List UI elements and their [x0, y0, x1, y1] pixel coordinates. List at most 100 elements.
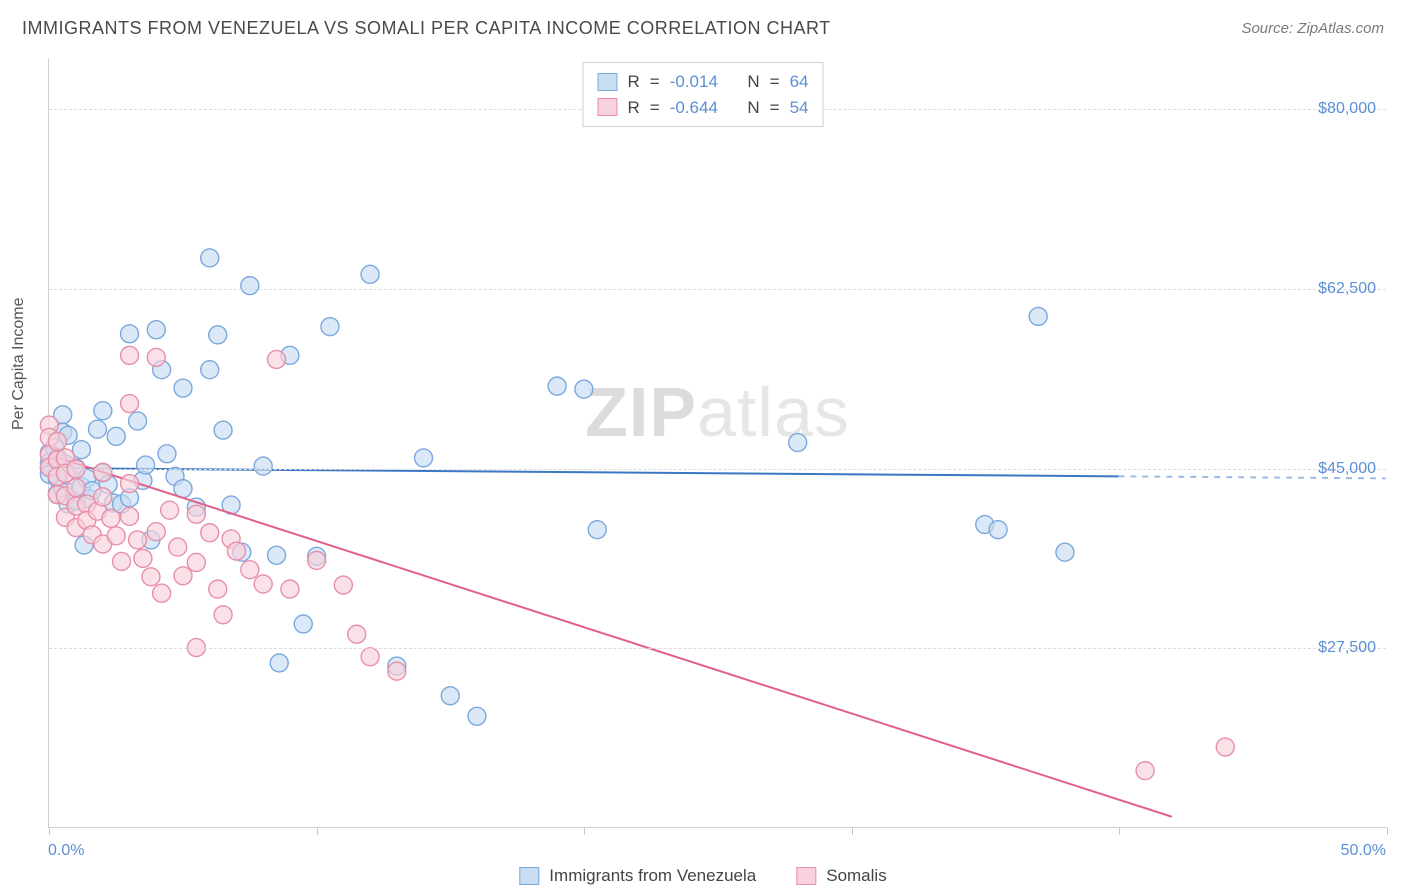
venezuela-legend-label: Immigrants from Venezuela	[549, 866, 756, 886]
venezuela-n-value: 64	[790, 69, 809, 95]
somalis-point	[209, 580, 227, 598]
somalis-legend-swatch	[796, 867, 816, 885]
venezuela-point	[158, 445, 176, 463]
gridline	[49, 289, 1386, 290]
venezuela-point	[294, 615, 312, 633]
somalis-point	[121, 346, 139, 364]
venezuela-point	[129, 412, 147, 430]
chart-source: Source: ZipAtlas.com	[1241, 20, 1384, 37]
venezuela-point	[415, 449, 433, 467]
somalis-point	[129, 531, 147, 549]
venezuela-point	[575, 380, 593, 398]
venezuela-point	[588, 521, 606, 539]
somalis-point	[121, 475, 139, 493]
somalis-legend-label: Somalis	[826, 866, 886, 886]
somalis-point	[147, 348, 165, 366]
somalis-point	[268, 350, 286, 368]
x-axis-start-label: 0.0%	[48, 842, 84, 860]
somalis-point	[48, 432, 66, 450]
venezuela-legend-swatch	[519, 867, 539, 885]
x-tick	[584, 827, 585, 835]
somalis-point	[348, 625, 366, 643]
x-axis-end-label: 50.0%	[1341, 842, 1386, 860]
somalis-point	[67, 479, 85, 497]
somalis-r-value: -0.644	[670, 95, 718, 121]
somalis-point	[308, 551, 326, 569]
y-tick-label: $27,500	[1318, 639, 1376, 657]
somalis-point	[153, 584, 171, 602]
gridline	[49, 469, 1386, 470]
venezuela-point	[270, 654, 288, 672]
venezuela-point	[209, 326, 227, 344]
eq: =	[650, 95, 660, 121]
r-label: R	[627, 69, 639, 95]
chart-title: IMMIGRANTS FROM VENEZUELA VS SOMALI PER …	[22, 18, 831, 39]
venezuela-point	[1029, 307, 1047, 325]
eq: =	[650, 69, 660, 95]
somalis-point	[241, 561, 259, 579]
somalis-point	[147, 523, 165, 541]
venezuela-point	[201, 361, 219, 379]
bottom-legend: Immigrants from Venezuela Somalis	[519, 866, 886, 886]
x-tick	[49, 827, 50, 835]
somalis-n-value: 54	[790, 95, 809, 121]
somalis-point	[227, 542, 245, 560]
y-tick-label: $45,000	[1318, 460, 1376, 478]
somalis-point	[187, 553, 205, 571]
stats-row-somalis: R=-0.644 N=54	[597, 95, 808, 121]
venezuela-point	[174, 379, 192, 397]
somalis-point	[1136, 762, 1154, 780]
somalis-swatch	[597, 98, 617, 116]
y-tick-label: $80,000	[1318, 100, 1376, 118]
plot-svg	[49, 58, 1386, 827]
somalis-trendline	[49, 455, 1171, 817]
somalis-point	[174, 567, 192, 585]
venezuela-point	[107, 427, 125, 445]
venezuela-point	[121, 325, 139, 343]
somalis-point	[169, 538, 187, 556]
venezuela-point	[254, 457, 272, 475]
somalis-point	[161, 501, 179, 519]
venezuela-point	[789, 434, 807, 452]
somalis-point	[134, 549, 152, 567]
venezuela-point	[321, 318, 339, 336]
x-tick	[852, 827, 853, 835]
stats-row-venezuela: R = -0.014 N = 64	[597, 69, 808, 95]
venezuela-point	[989, 521, 1007, 539]
venezuela-point	[72, 441, 90, 459]
x-tick	[317, 827, 318, 835]
somalis-point	[121, 507, 139, 525]
eq: =	[770, 95, 780, 121]
y-axis-label: Per Capita Income	[10, 297, 28, 430]
somalis-point	[187, 505, 205, 523]
venezuela-point	[361, 265, 379, 283]
somalis-point	[214, 606, 232, 624]
chart-header: IMMIGRANTS FROM VENEZUELA VS SOMALI PER …	[0, 0, 1406, 51]
venezuela-point	[88, 420, 106, 438]
somalis-point	[361, 648, 379, 666]
venezuela-point	[147, 321, 165, 339]
chart-plot-area: ZIPatlas $27,500$45,000$62,500$80,000	[48, 58, 1386, 828]
venezuela-point	[441, 687, 459, 705]
n-label: N	[747, 69, 759, 95]
somalis-point	[334, 576, 352, 594]
somalis-point	[388, 662, 406, 680]
somalis-point	[94, 488, 112, 506]
somalis-point	[121, 395, 139, 413]
eq: =	[770, 69, 780, 95]
legend-item-somalis: Somalis	[796, 866, 886, 886]
correlation-stats-box: R = -0.014 N = 64R = -0.644 N = 54	[582, 62, 823, 127]
venezuela-r-value: -0.014	[670, 69, 718, 95]
somalis-point	[254, 575, 272, 593]
venezuela-point	[268, 546, 286, 564]
x-tick	[1387, 827, 1388, 835]
venezuela-point	[137, 456, 155, 474]
venezuela-point	[201, 249, 219, 267]
somalis-point	[281, 580, 299, 598]
venezuela-point	[1056, 543, 1074, 561]
somalis-point	[94, 463, 112, 481]
somalis-point	[113, 552, 131, 570]
venezuela-swatch	[597, 73, 617, 91]
x-tick	[1119, 827, 1120, 835]
somalis-point	[102, 509, 120, 527]
